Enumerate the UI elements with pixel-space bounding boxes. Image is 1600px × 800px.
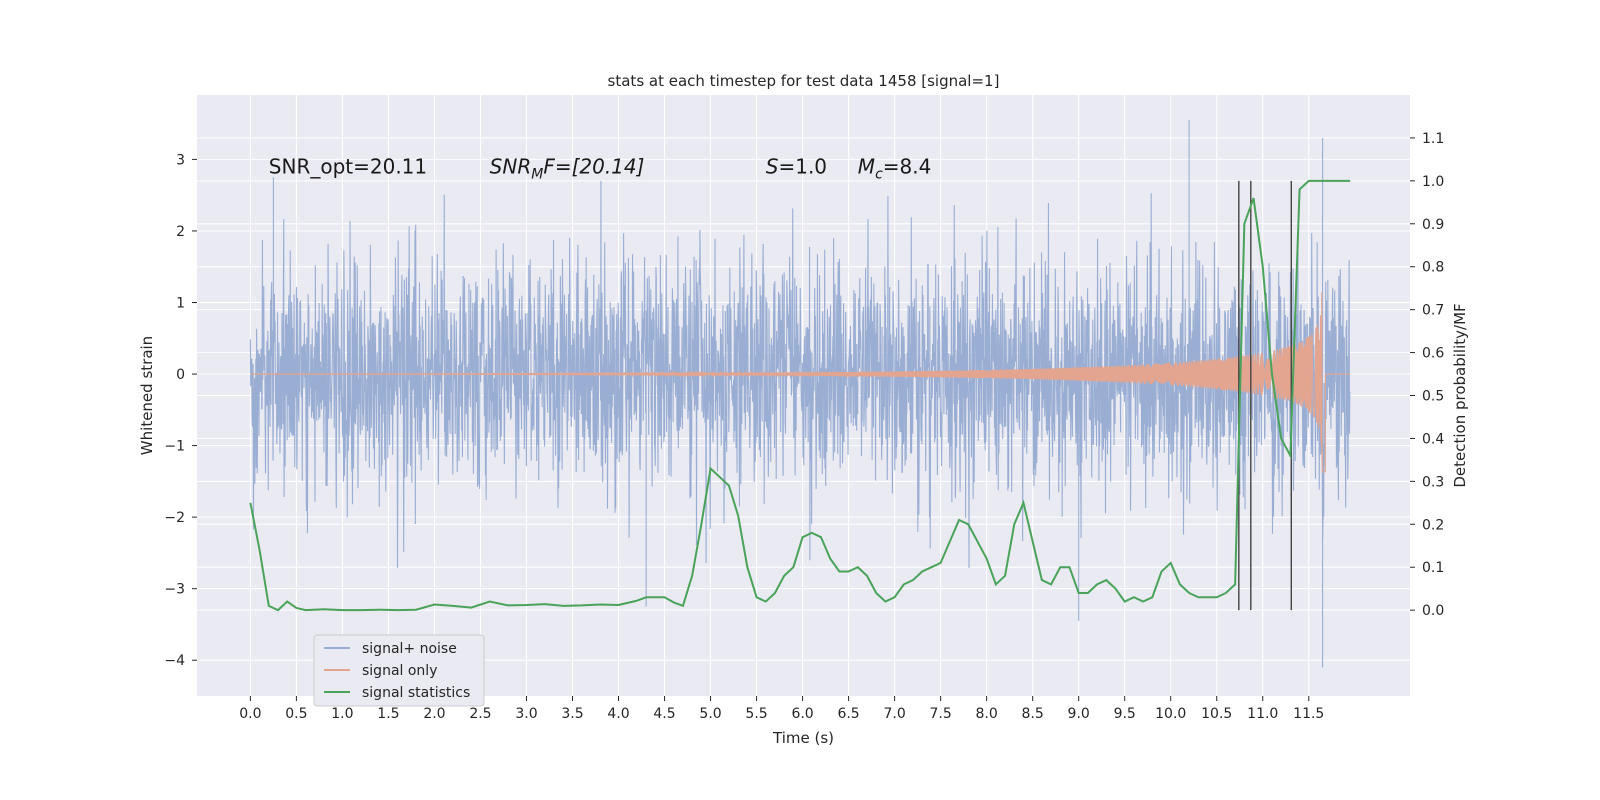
x-tick-label: 5.5 <box>745 706 767 722</box>
traces <box>249 120 1351 668</box>
x-tick-label: 5.0 <box>699 706 721 722</box>
x-tick-label: 6.0 <box>791 706 813 722</box>
x-axis-ticks: 0.0 0.5 1.0 1.5 2.0 2.5 3.0 3.5 4.0 4.5 5.0 5.5 6.0 6… <box>239 696 1324 722</box>
right-y-tick-label: 0.6 <box>1422 346 1444 362</box>
left-y-tick-label: 1 <box>176 295 185 311</box>
left-y-tick-label: −1 <box>164 439 185 455</box>
x-tick-label: 0.0 <box>239 706 261 722</box>
legend-box <box>313 634 485 707</box>
right-y-tick-label: 0.5 <box>1422 389 1444 405</box>
x-tick-label: 3.5 <box>561 706 583 722</box>
x-tick-label: 1.5 <box>377 706 399 722</box>
left-y-tick-label: −2 <box>164 510 185 526</box>
x-tick-label: 4.0 <box>607 706 629 722</box>
annotations: SNR_opt=20.11 SNRMF=[20.14] S=1.0 Mc=8.4 <box>269 155 932 183</box>
signal-statistics-series <box>249 179 1351 612</box>
annotation-text: S=1.0 <box>766 155 827 179</box>
left-y-tick-label: 2 <box>176 224 185 240</box>
x-tick-label: 2.5 <box>469 706 491 722</box>
left-y-axis-ticks: −4 −3 −2 −1 0 1 2 3 <box>164 152 197 669</box>
right-y-tick-label: 1.1 <box>1422 131 1444 147</box>
right-y-axis-ticks: 0.0 0.1 0.2 0.3 0.4 0.5 0.6 0.7 0.8 0.9 1.0 1.1 <box>1410 131 1444 619</box>
x-tick-label: 9.0 <box>1068 706 1090 722</box>
legend-entry-signal-noise: signal+ noise <box>362 641 457 657</box>
annotation-text: SNR_opt=20.11 <box>269 155 427 179</box>
right-y-tick-label: 0.1 <box>1422 560 1444 576</box>
right-y-tick-label: 0.7 <box>1422 303 1444 319</box>
right-y-tick-label: 0.0 <box>1422 603 1444 619</box>
x-tick-label: 7.5 <box>929 706 951 722</box>
annotation-text: Mc=8.4 <box>858 155 932 183</box>
chart-title: stats at each timestep for test data 145… <box>608 72 1000 90</box>
vertical-lines <box>1238 180 1292 611</box>
x-axis-label: Time (s) <box>772 729 834 747</box>
x-tick-label: 10.5 <box>1201 706 1232 722</box>
signal-only-trace <box>250 292 1351 473</box>
signal-statistics-line <box>249 179 1351 612</box>
x-tick-label: 11.5 <box>1293 706 1324 722</box>
x-tick-label: 11.0 <box>1247 706 1278 722</box>
right-y-tick-label: 0.4 <box>1422 431 1444 447</box>
left-y-tick-label: 3 <box>176 152 185 168</box>
x-tick-label: 10.0 <box>1155 706 1186 722</box>
signal-plus-noise-trace <box>249 120 1351 668</box>
right-y-tick-label: 1.0 <box>1422 174 1444 190</box>
annotation-text: SNRMF=[20.14] <box>490 155 645 183</box>
x-tick-label: 9.5 <box>1114 706 1136 722</box>
x-tick-label: 8.5 <box>1022 706 1044 722</box>
x-tick-label: 7.0 <box>883 706 905 722</box>
left-y-tick-label: 0 <box>176 367 185 383</box>
right-y-axis-label: Detection probability/MF <box>1451 303 1469 487</box>
legend-entry-signal-only: signal only <box>362 663 437 679</box>
x-tick-label: 3.0 <box>515 706 537 722</box>
right-y-tick-label: 0.3 <box>1422 474 1444 490</box>
x-tick-label: 6.5 <box>837 706 859 722</box>
left-y-axis-label: Whitened strain <box>138 336 156 455</box>
right-y-tick-label: 0.8 <box>1422 260 1444 276</box>
x-tick-label: 1.0 <box>331 706 353 722</box>
x-tick-label: 8.0 <box>976 706 998 722</box>
x-tick-label: 4.5 <box>653 706 675 722</box>
x-tick-label: 2.0 <box>423 706 445 722</box>
left-y-tick-label: −3 <box>164 582 185 598</box>
right-y-tick-label: 0.2 <box>1422 517 1444 533</box>
left-y-tick-label: −4 <box>164 653 185 669</box>
legend: signal+ noise signal only signal statist… <box>313 634 485 707</box>
x-tick-label: 0.5 <box>285 706 307 722</box>
right-y-tick-label: 0.9 <box>1422 217 1444 233</box>
legend-entry-signal-statistics: signal statistics <box>362 685 470 701</box>
